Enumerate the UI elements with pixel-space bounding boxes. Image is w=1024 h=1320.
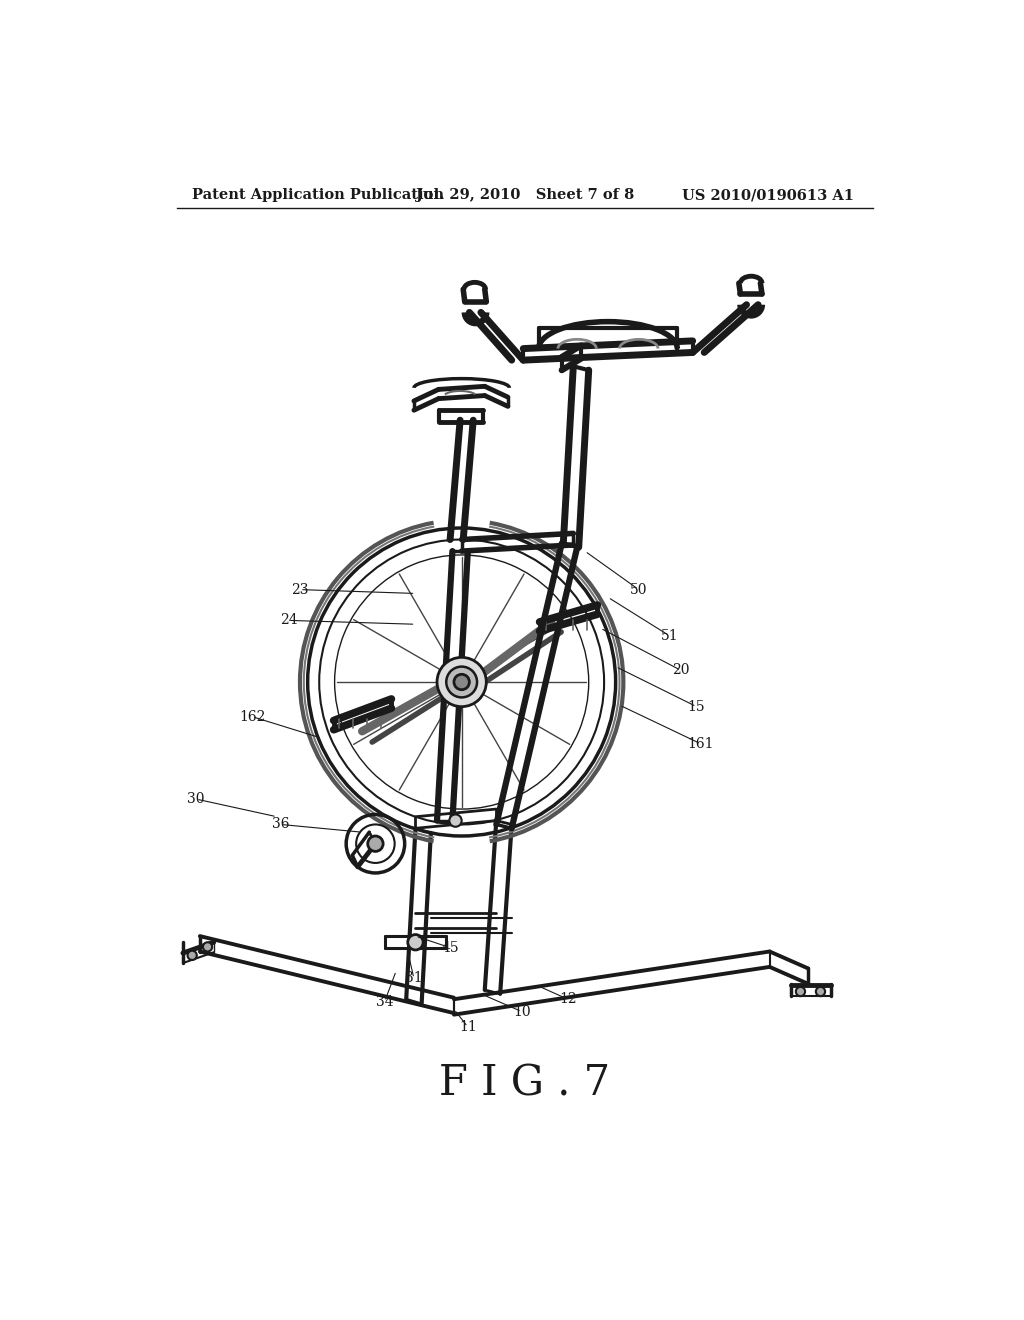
Text: F I G . 7: F I G . 7	[439, 1063, 610, 1105]
Text: US 2010/0190613 A1: US 2010/0190613 A1	[682, 189, 854, 202]
Text: 31: 31	[406, 972, 423, 986]
Text: 50: 50	[630, 582, 647, 597]
Circle shape	[450, 814, 462, 826]
Text: 45: 45	[441, 941, 459, 954]
Circle shape	[203, 942, 212, 952]
Text: 10: 10	[513, 1005, 530, 1019]
Text: 30: 30	[187, 792, 205, 807]
Circle shape	[437, 657, 486, 706]
Text: 161: 161	[687, 737, 714, 751]
Text: 15: 15	[688, 700, 706, 714]
Circle shape	[408, 935, 423, 950]
Text: Jul. 29, 2010   Sheet 7 of 8: Jul. 29, 2010 Sheet 7 of 8	[416, 189, 634, 202]
Circle shape	[454, 675, 469, 689]
Text: 11: 11	[459, 1020, 477, 1034]
Text: 12: 12	[559, 993, 577, 1006]
Text: 162: 162	[239, 710, 265, 723]
Circle shape	[816, 987, 825, 997]
Circle shape	[368, 836, 383, 851]
Circle shape	[187, 950, 197, 960]
Circle shape	[446, 667, 477, 697]
Circle shape	[796, 987, 805, 997]
Text: 24: 24	[280, 614, 297, 627]
Text: 23: 23	[291, 582, 308, 597]
Text: 20: 20	[673, 664, 690, 677]
Text: 51: 51	[660, 628, 678, 643]
Text: 36: 36	[272, 817, 290, 832]
Text: 34: 34	[376, 994, 393, 1008]
Text: Patent Application Publication: Patent Application Publication	[193, 189, 444, 202]
